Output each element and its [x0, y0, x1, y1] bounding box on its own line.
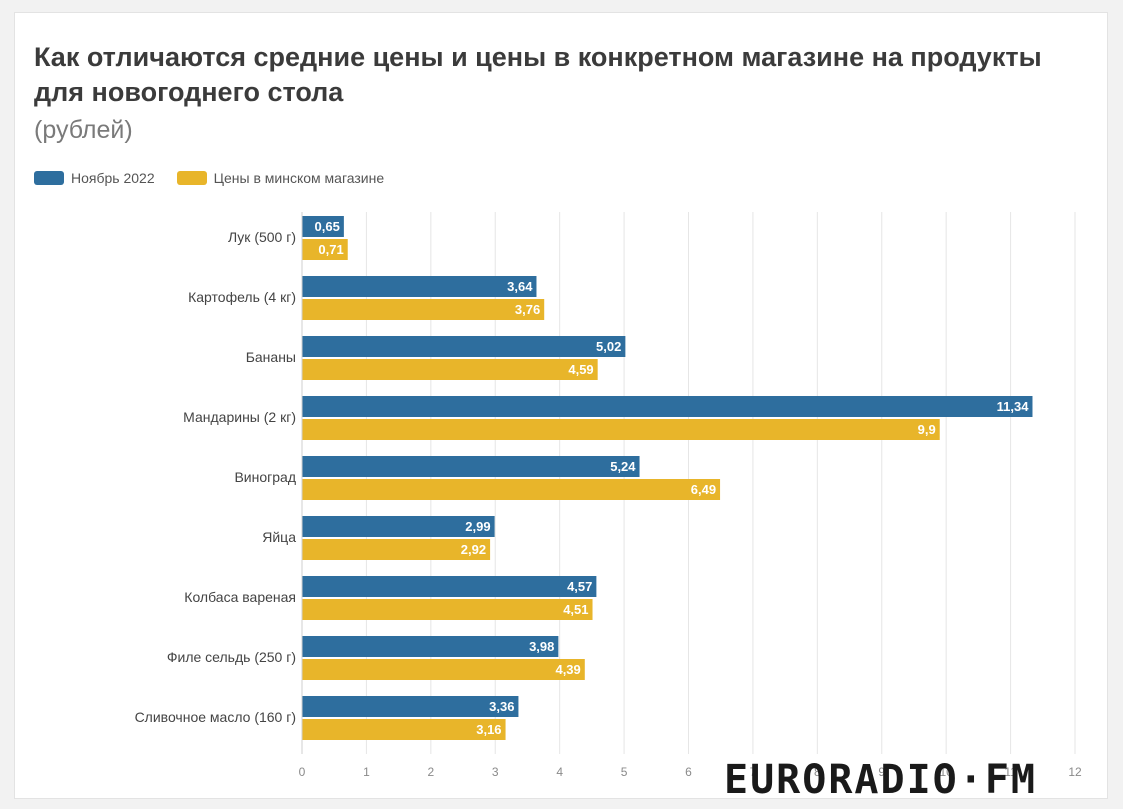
category-label: Бананы: [246, 349, 296, 365]
data-label: 11,34: [997, 399, 1030, 414]
bar-series-2: [302, 239, 348, 260]
data-label: 2,99: [465, 519, 490, 534]
data-label: 5,02: [596, 339, 621, 354]
bar-series-2: [302, 539, 491, 560]
data-label: 3,64: [507, 279, 533, 294]
data-label: 5,24: [610, 459, 636, 474]
x-tick-label: 8: [814, 765, 821, 779]
x-tick-label: 5: [621, 765, 628, 779]
bar-series-2: [302, 599, 593, 620]
legend-label-series-2: Цены в минском магазине: [213, 170, 385, 186]
bar-series-1: [302, 636, 559, 657]
x-tick-label: 9: [878, 765, 885, 779]
bar-series-2: [302, 359, 598, 380]
legend: Ноябрь 2022 Цены в минском магазине: [34, 170, 406, 186]
x-tick-label: 6: [685, 765, 692, 779]
x-tick-label: 12: [1068, 765, 1082, 779]
data-label: 3,16: [476, 722, 501, 737]
bar-series-2: [302, 419, 940, 440]
x-tick-label: 2: [427, 765, 434, 779]
bar-series-2: [302, 479, 721, 500]
data-label: 0,65: [315, 219, 340, 234]
bar-series-2: [302, 299, 545, 320]
bar-series-1: [302, 396, 1033, 417]
data-label: 4,57: [567, 579, 592, 594]
x-tick-label: 3: [492, 765, 499, 779]
category-label: Виноград: [234, 469, 296, 485]
data-label: 2,92: [461, 542, 486, 557]
bar-series-1: [302, 276, 537, 297]
bar-series-1: [302, 696, 519, 717]
data-label: 4,51: [563, 602, 588, 617]
bar-series-1: [302, 456, 640, 477]
euroradio-watermark: EURORADIO·FM: [724, 757, 1037, 803]
x-tick-label: 0: [299, 765, 306, 779]
legend-item-series-2[interactable]: Цены в минском магазине: [176, 170, 385, 186]
data-label: 0,71: [318, 242, 343, 257]
chart-subtitle: (рублей): [34, 116, 133, 144]
category-label: Сливочное масло (160 г): [135, 709, 296, 725]
category-label: Мандарины (2 кг): [183, 409, 296, 425]
legend-label-series-1: Ноябрь 2022: [71, 170, 155, 186]
category-label: Яйца: [262, 529, 296, 545]
bar-series-1: [302, 576, 597, 597]
data-label: 9,9: [918, 422, 936, 437]
legend-item-series-1[interactable]: Ноябрь 2022: [34, 170, 155, 186]
category-label: Картофель (4 кг): [188, 289, 296, 305]
category-label: Филе сельдь (250 г): [167, 649, 296, 665]
data-label: 3,76: [515, 302, 540, 317]
x-tick-label: 4: [556, 765, 563, 779]
category-label: Лук (500 г): [228, 229, 296, 245]
bar-series-1: [302, 336, 626, 357]
bar-series-1: [302, 516, 495, 537]
chart-title: Как отличаются средние цены и цены в кон…: [34, 42, 1042, 107]
data-label: 6,49: [691, 482, 716, 497]
bar-series-2: [302, 659, 585, 680]
bar-series-2: [302, 719, 506, 740]
bar-series-1: [302, 216, 344, 237]
data-label: 4,39: [555, 662, 580, 677]
data-label: 4,59: [568, 362, 593, 377]
legend-swatch-series-2: [176, 171, 207, 185]
category-label: Колбаса вареная: [184, 589, 296, 605]
legend-swatch-series-1: [34, 171, 64, 185]
x-tick-label: 10: [939, 765, 953, 779]
data-label: 3,98: [529, 639, 554, 654]
x-tick-label: 7: [750, 765, 757, 779]
data-label: 3,36: [489, 699, 514, 714]
x-tick-label: 11: [1004, 765, 1017, 779]
x-tick-label: 1: [363, 765, 370, 779]
